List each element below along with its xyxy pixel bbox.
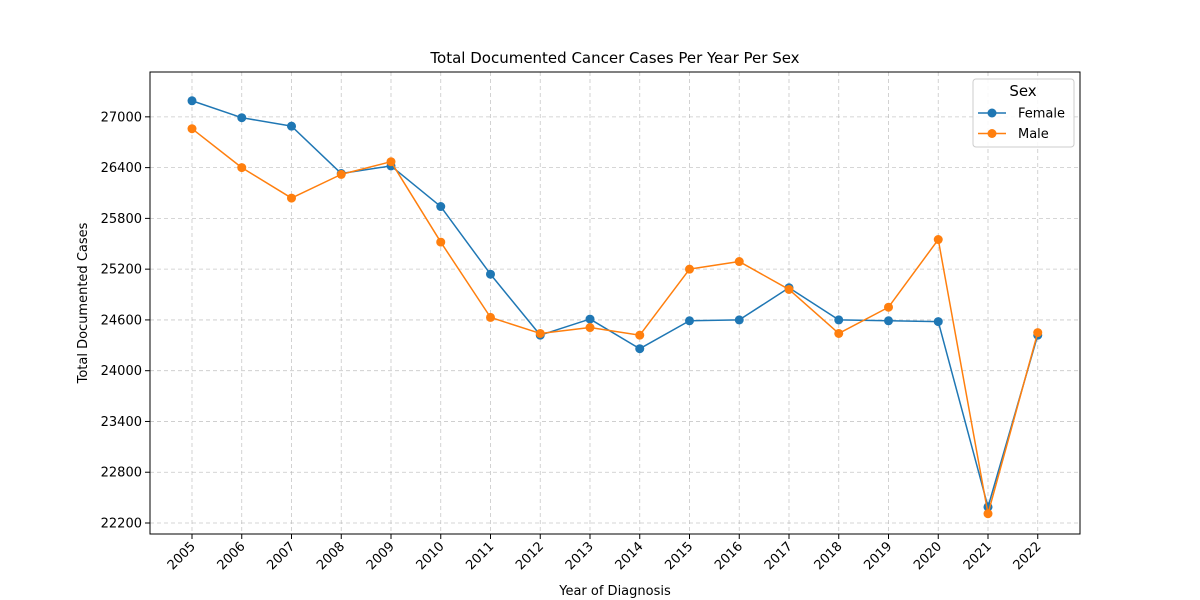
female-point — [685, 316, 694, 326]
y-axis: 22200 22800 23400 24000 24600 25200 25800 26400… — [101, 110, 150, 532]
male-point — [734, 257, 744, 267]
legend-items: Female Male — [978, 107, 1065, 142]
male-point — [685, 264, 694, 274]
y-tick-label: 22200 — [101, 517, 142, 532]
male-point — [585, 323, 595, 333]
series-male — [187, 124, 1043, 519]
male-point — [983, 509, 993, 519]
y-tick-label: 26400 — [101, 161, 142, 176]
legend-title: Sex — [1009, 82, 1036, 100]
y-tick-label: 22800 — [101, 466, 142, 481]
y-tick-label: 24600 — [101, 313, 142, 328]
female-point — [933, 317, 943, 327]
grid-lines — [150, 72, 1080, 534]
male-point — [933, 235, 943, 245]
female-point — [187, 96, 197, 106]
male-point — [486, 312, 495, 322]
y-tick-label: 24000 — [101, 364, 142, 379]
y-tick-label: 23400 — [101, 415, 142, 430]
x-axis-label: Year of Diagnosis — [558, 584, 671, 599]
female-line — [191, 100, 1039, 508]
male-point — [187, 124, 197, 134]
legend-label: Female — [1018, 107, 1065, 122]
female-point — [635, 344, 645, 354]
legend-label: Male — [1018, 127, 1049, 142]
y-tick-label: 27000 — [101, 110, 142, 125]
y-tick-label: 25800 — [101, 212, 142, 227]
female-point — [237, 113, 247, 123]
female-point — [436, 202, 446, 212]
legend-swatch-marker — [987, 108, 997, 118]
y-tick-label: 25200 — [101, 263, 142, 278]
male-point — [237, 163, 247, 173]
legend-item-male: Male — [978, 127, 1049, 142]
female-point — [287, 121, 296, 131]
male-point — [635, 330, 645, 340]
male-point — [336, 169, 346, 179]
male-point — [287, 193, 296, 203]
plot-frame — [149, 71, 1081, 535]
male-point — [386, 157, 396, 167]
legend-swatch-marker — [987, 129, 997, 138]
series-layer — [187, 96, 1043, 519]
male-point — [1033, 328, 1043, 338]
legend-box — [972, 78, 1075, 148]
legend-item-female: Female — [978, 107, 1065, 122]
female-point — [834, 315, 844, 325]
male-point — [535, 328, 545, 338]
female-point — [486, 269, 495, 279]
chart-title: Total Documented Cancer Cases Per Year P… — [429, 49, 799, 67]
legend: Sex Female Male — [972, 78, 1075, 148]
male-point — [884, 302, 893, 312]
y-axis-label: Total Documented Cases — [76, 222, 91, 384]
male-line — [191, 128, 1039, 515]
series-female — [187, 96, 1043, 512]
male-point — [834, 328, 844, 338]
female-point — [585, 314, 595, 324]
female-point — [734, 315, 744, 325]
male-point — [436, 237, 446, 247]
male-point — [784, 284, 794, 294]
female-point — [884, 316, 893, 326]
